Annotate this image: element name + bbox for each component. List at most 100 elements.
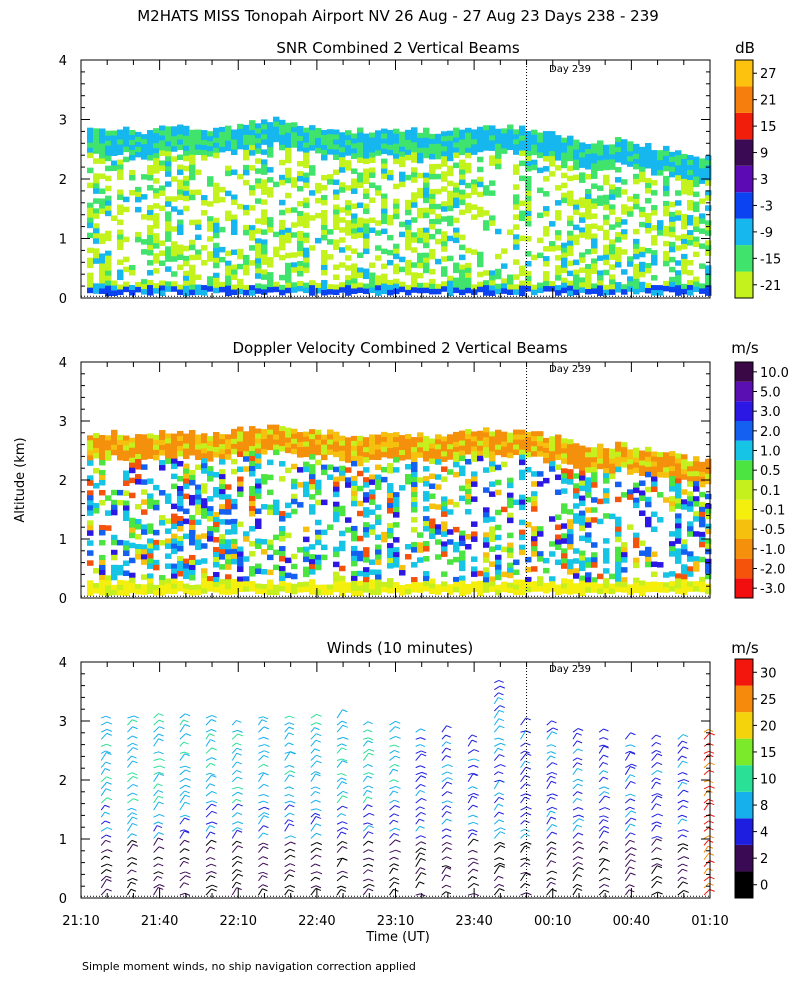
heatmap-cell [117,584,124,591]
heatmap-cell [699,501,706,508]
wind-barb [441,891,447,896]
heatmap-cell [183,508,190,515]
wind-barb [127,776,134,783]
heatmap-cell [465,142,472,149]
heatmap-cell [363,457,370,463]
heatmap-cell [363,552,370,558]
wind-barb-flag [210,739,216,743]
heatmap-cell [495,268,502,275]
wind-barb [546,816,552,825]
wind-barb [153,795,159,804]
wind-barb-flag [342,790,349,794]
heatmap-cell [333,149,340,156]
heatmap-cell [657,452,664,458]
wind-barb [467,758,475,762]
wind-barb [310,786,316,790]
heatmap-cell [495,509,502,516]
heatmap-cell [675,210,682,216]
heatmap-cell [387,528,394,534]
heatmap-cell [237,581,244,588]
heatmap-cell [645,157,652,164]
heatmap-cell [303,282,310,289]
heatmap-cell [405,584,412,590]
heatmap-cell [99,138,106,144]
heatmap-cell [693,241,700,248]
heatmap-cell [363,527,370,533]
heatmap-cell [303,581,310,588]
wind-barb [153,837,159,846]
wind-barb [467,773,473,776]
heatmap-cell [255,478,262,485]
heatmap-cell [225,270,232,277]
wind-barb-flag [184,839,190,843]
heatmap-cell [225,559,232,565]
heatmap-cell [183,260,190,267]
heatmap-cell [267,257,274,263]
heatmap-cell [87,505,94,511]
heatmap-cell [591,243,598,249]
heatmap-cell [147,165,154,171]
wind-barb-flag [577,783,583,787]
heatmap-cell [513,149,520,155]
wind-barb [127,877,133,882]
wind-barb [336,725,344,733]
wind-barb-flag [525,783,531,787]
heatmap-cell [141,509,148,515]
heatmap-cell [279,461,286,467]
heatmap-cell [429,533,436,539]
wind-barb-flag [158,771,164,775]
heatmap-cell [675,478,682,484]
wind-barb-flag [184,857,190,860]
heatmap-cell [297,582,304,588]
heatmap-cell [279,144,286,151]
heatmap-cell [117,284,124,291]
heatmap-cell [597,255,604,261]
heatmap-cell [363,188,370,195]
heatmap-cell [279,124,286,131]
heatmap-cell [537,586,544,592]
heatmap-cell [369,494,376,500]
heatmap-cell [639,221,646,228]
heatmap-cell [291,132,298,138]
heatmap-cell [621,219,628,225]
heatmap-cell [615,137,622,143]
heatmap-cell [285,532,292,539]
heatmap-cell [675,190,682,196]
heatmap-cell [501,546,508,553]
heatmap-cell [387,583,394,589]
heatmap-cell [171,438,178,445]
heatmap-cell [609,184,616,190]
heatmap-cell [105,255,112,262]
heatmap-cell [441,446,448,452]
heatmap-cell [681,163,688,170]
heatmap-cell [537,531,544,537]
heatmap-cell [423,127,430,134]
heatmap-cell [189,174,196,181]
heatmap-cell [327,179,334,185]
heatmap-cell [357,445,364,452]
wind-barb-flag [500,742,506,746]
y-tick-label: 4 [59,54,67,69]
heatmap-cell [399,445,406,451]
heatmap-cell [609,254,616,260]
heatmap-cell [537,471,544,477]
heatmap-cell [261,584,268,590]
heatmap-cell [609,448,616,455]
wind-barb-flag [524,857,530,861]
wind-barb [572,762,578,768]
heatmap-cell [207,176,214,182]
heatmap-cell [501,436,508,443]
wind-barb [179,839,185,846]
heatmap-cell [87,127,94,134]
heatmap-cell [183,558,190,565]
heatmap-cell [645,446,652,453]
heatmap-cell [147,558,154,564]
heatmap-cell [117,539,124,546]
heatmap-cell [273,116,280,123]
heatmap-cell [579,565,586,572]
heatmap-cell [387,284,394,291]
heatmap-cell [675,150,682,156]
heatmap-cell [519,534,526,541]
heatmap-cell [387,443,394,449]
heatmap-cell [489,451,496,457]
